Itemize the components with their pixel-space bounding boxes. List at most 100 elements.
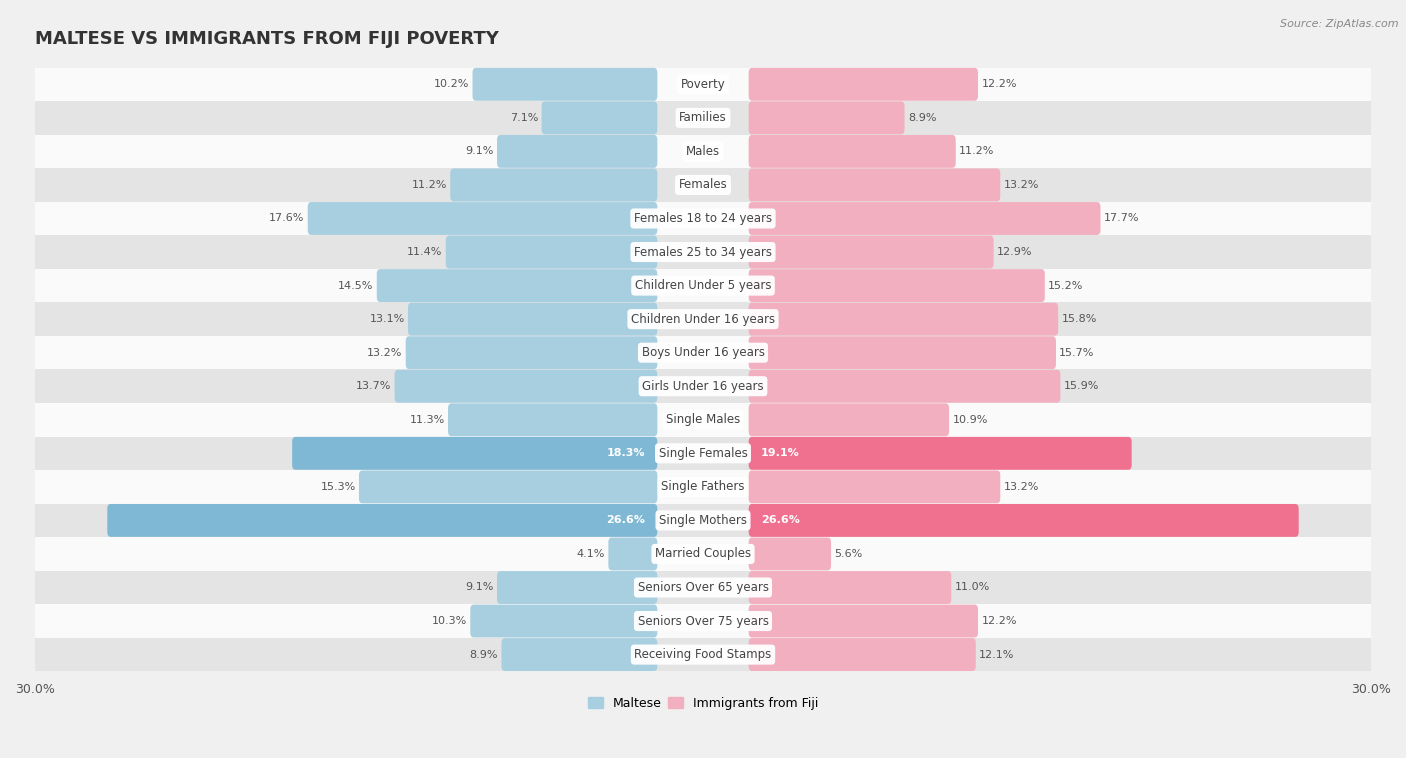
Bar <box>35 302 1371 336</box>
Bar <box>474 609 654 632</box>
Text: 26.6%: 26.6% <box>761 515 800 525</box>
Bar <box>501 140 654 163</box>
Text: 13.2%: 13.2% <box>1004 482 1039 492</box>
FancyBboxPatch shape <box>748 102 904 134</box>
FancyBboxPatch shape <box>541 102 658 134</box>
Text: 4.1%: 4.1% <box>576 549 605 559</box>
Text: 17.7%: 17.7% <box>1104 214 1139 224</box>
FancyBboxPatch shape <box>359 471 658 503</box>
FancyBboxPatch shape <box>748 236 994 268</box>
Text: Receiving Food Stamps: Receiving Food Stamps <box>634 648 772 661</box>
Bar <box>451 409 654 431</box>
Text: 8.9%: 8.9% <box>470 650 498 659</box>
Text: 11.2%: 11.2% <box>412 180 447 190</box>
Bar <box>475 73 654 96</box>
Text: 13.2%: 13.2% <box>367 348 402 358</box>
FancyBboxPatch shape <box>748 437 1132 470</box>
FancyBboxPatch shape <box>107 504 658 537</box>
FancyBboxPatch shape <box>748 638 976 671</box>
Text: 14.5%: 14.5% <box>337 280 374 290</box>
Text: Males: Males <box>686 145 720 158</box>
Text: Source: ZipAtlas.com: Source: ZipAtlas.com <box>1281 19 1399 29</box>
Text: 15.9%: 15.9% <box>1064 381 1099 391</box>
Text: 26.6%: 26.6% <box>606 515 645 525</box>
FancyBboxPatch shape <box>748 504 1299 537</box>
Text: 9.1%: 9.1% <box>465 582 494 593</box>
Text: Females 18 to 24 years: Females 18 to 24 years <box>634 212 772 225</box>
Text: 12.1%: 12.1% <box>979 650 1015 659</box>
FancyBboxPatch shape <box>496 571 658 604</box>
FancyBboxPatch shape <box>292 437 658 470</box>
Text: 10.2%: 10.2% <box>434 80 470 89</box>
Text: 5.6%: 5.6% <box>834 549 863 559</box>
Text: 10.9%: 10.9% <box>952 415 988 424</box>
FancyBboxPatch shape <box>470 605 658 637</box>
Text: Boys Under 16 years: Boys Under 16 years <box>641 346 765 359</box>
Text: 19.1%: 19.1% <box>761 448 800 459</box>
Bar <box>35 235 1371 269</box>
Text: 12.2%: 12.2% <box>981 616 1017 626</box>
Bar <box>35 571 1371 604</box>
FancyBboxPatch shape <box>748 135 956 168</box>
Text: 13.2%: 13.2% <box>1004 180 1039 190</box>
Bar <box>35 336 1371 369</box>
Text: Females: Females <box>679 178 727 192</box>
Text: Families: Families <box>679 111 727 124</box>
Bar <box>398 374 654 398</box>
Bar <box>454 174 654 196</box>
FancyBboxPatch shape <box>446 236 658 268</box>
FancyBboxPatch shape <box>748 403 949 436</box>
Bar <box>35 269 1371 302</box>
FancyBboxPatch shape <box>748 605 979 637</box>
Text: 15.8%: 15.8% <box>1062 314 1097 324</box>
FancyBboxPatch shape <box>395 370 658 402</box>
Bar <box>35 503 1371 537</box>
FancyBboxPatch shape <box>748 68 979 101</box>
Bar <box>501 576 654 599</box>
Bar <box>35 135 1371 168</box>
Text: Single Females: Single Females <box>658 446 748 460</box>
Bar <box>35 537 1371 571</box>
Text: 13.1%: 13.1% <box>370 314 405 324</box>
Bar <box>409 341 654 364</box>
Text: Seniors Over 65 years: Seniors Over 65 years <box>637 581 769 594</box>
Text: Children Under 5 years: Children Under 5 years <box>634 279 772 292</box>
Text: Married Couples: Married Couples <box>655 547 751 560</box>
Text: 11.4%: 11.4% <box>408 247 443 257</box>
Bar <box>412 308 654 330</box>
Text: 18.3%: 18.3% <box>606 448 645 459</box>
Text: 11.2%: 11.2% <box>959 146 994 156</box>
FancyBboxPatch shape <box>450 168 658 202</box>
Text: Females 25 to 34 years: Females 25 to 34 years <box>634 246 772 258</box>
Bar <box>505 644 654 666</box>
FancyBboxPatch shape <box>748 537 831 570</box>
Bar <box>311 207 654 230</box>
Text: 15.3%: 15.3% <box>321 482 356 492</box>
Bar <box>35 470 1371 503</box>
Text: Single Fathers: Single Fathers <box>661 481 745 493</box>
FancyBboxPatch shape <box>496 135 658 168</box>
Bar <box>35 101 1371 135</box>
Text: 15.2%: 15.2% <box>1047 280 1084 290</box>
Text: 17.6%: 17.6% <box>269 214 304 224</box>
Bar <box>35 67 1371 101</box>
FancyBboxPatch shape <box>748 269 1045 302</box>
FancyBboxPatch shape <box>748 571 952 604</box>
Bar <box>546 106 654 130</box>
Bar <box>295 442 654 465</box>
Text: 12.2%: 12.2% <box>981 80 1017 89</box>
Text: Girls Under 16 years: Girls Under 16 years <box>643 380 763 393</box>
FancyBboxPatch shape <box>748 302 1059 336</box>
Bar <box>35 168 1371 202</box>
Legend: Maltese, Immigrants from Fiji: Maltese, Immigrants from Fiji <box>582 692 824 715</box>
Bar <box>612 543 654 565</box>
Bar <box>111 509 654 532</box>
Bar <box>449 240 654 264</box>
FancyBboxPatch shape <box>748 168 1000 202</box>
Text: Seniors Over 75 years: Seniors Over 75 years <box>637 615 769 628</box>
Text: Poverty: Poverty <box>681 78 725 91</box>
FancyBboxPatch shape <box>502 638 658 671</box>
FancyBboxPatch shape <box>472 68 658 101</box>
Text: 13.7%: 13.7% <box>356 381 391 391</box>
Bar <box>363 475 654 498</box>
